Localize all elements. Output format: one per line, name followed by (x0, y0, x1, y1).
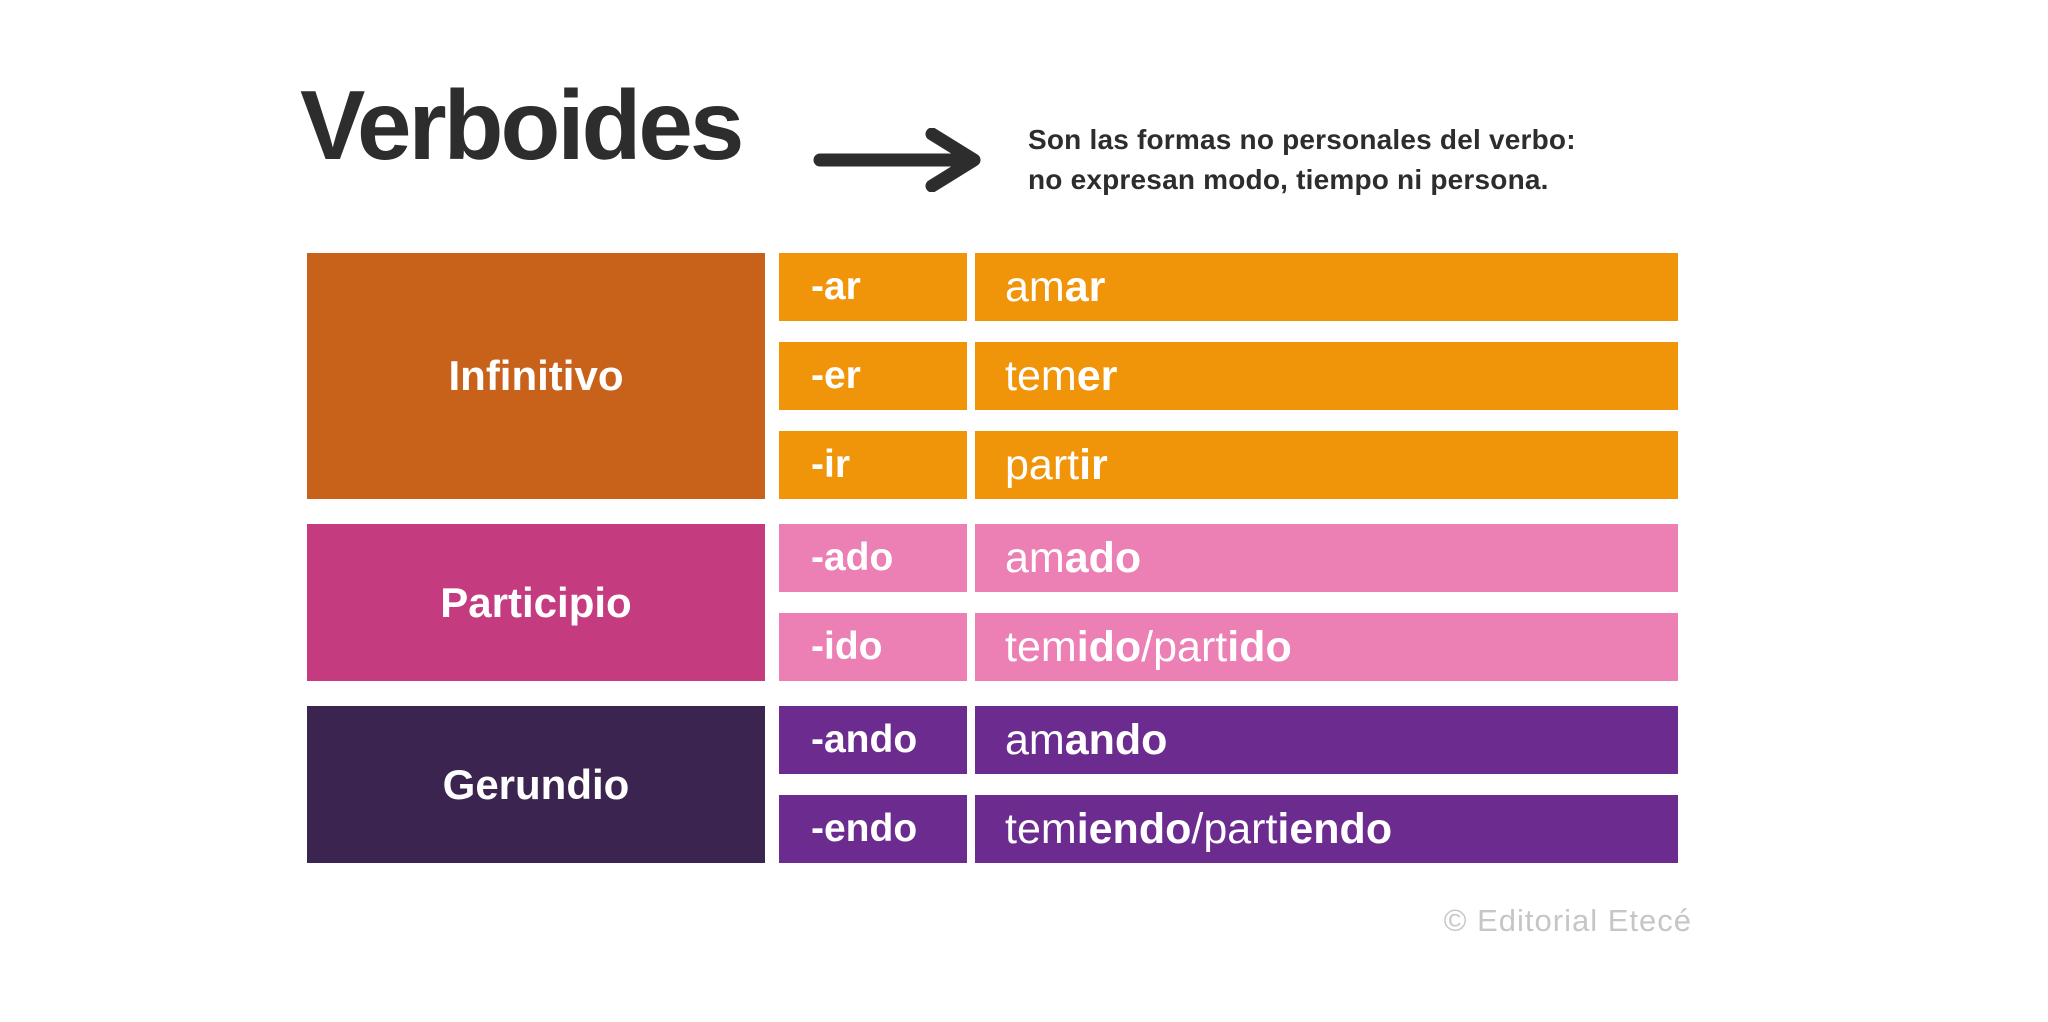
table-row: -ir part ir (779, 431, 1678, 499)
suffix-cell: -ar (779, 253, 967, 321)
example-stem: tem (1005, 622, 1077, 671)
copyright-text: © Editorial Etecé (1443, 903, 1692, 938)
section-gerundio: Gerundio -ando am ando -endo tem iendo / par… (307, 706, 1678, 863)
example-cell: part ir (975, 431, 1678, 499)
example-stem: part (1005, 440, 1080, 489)
section-label-gerundio: Gerundio (307, 706, 765, 863)
section-infinitivo: Infinitivo -ar am ar -er tem er -ir part ir (307, 253, 1678, 499)
suffix-cell: -ido (779, 613, 967, 681)
example-stem: am (1005, 262, 1065, 311)
table-row: -ando am ando (779, 706, 1678, 774)
suffix-cell: -ado (779, 524, 967, 592)
description-line-2: no expresan modo, tiempo ni persona. (1028, 164, 1549, 195)
example-suffix-2: ido (1227, 622, 1292, 671)
right-arrow-icon (812, 127, 1012, 193)
example-cell: tem er (975, 342, 1678, 410)
description-line-1: Son las formas no personales del verbo: (1028, 124, 1576, 155)
example-stem: tem (1005, 804, 1077, 853)
section-rows-infinitivo: -ar am ar -er tem er -ir part ir (779, 253, 1678, 499)
example-cell: tem ido / part ido (975, 613, 1678, 681)
example-suffix: ar (1064, 262, 1106, 311)
example-stem-2: part (1203, 804, 1278, 853)
suffix-cell: -ir (779, 431, 967, 499)
example-stem: am (1005, 715, 1065, 764)
table-row: -endo tem iendo / part iendo (779, 795, 1678, 863)
example-suffix: ido (1076, 622, 1142, 671)
example-stem: tem (1005, 351, 1077, 400)
example-cell: am ar (975, 253, 1678, 321)
example-separator: / (1141, 622, 1154, 671)
example-suffix: ando (1064, 715, 1168, 764)
example-cell: am ado (975, 524, 1678, 592)
suffix-cell: -er (779, 342, 967, 410)
suffix-cell: -endo (779, 795, 967, 863)
example-cell: tem iendo / part iendo (975, 795, 1678, 863)
suffix-cell: -ando (779, 706, 967, 774)
section-rows-participio: -ado am ado -ido tem ido / part ido (779, 524, 1678, 681)
example-suffix: ado (1064, 533, 1142, 582)
example-separator: / (1191, 804, 1204, 853)
example-suffix: iendo (1076, 804, 1192, 853)
table-row: -er tem er (779, 342, 1678, 410)
section-participio: Participio -ado am ado -ido tem ido / part id… (307, 524, 1678, 681)
section-label-participio: Participio (307, 524, 765, 681)
example-stem: am (1005, 533, 1065, 582)
example-suffix: ir (1079, 440, 1108, 489)
table-row: -ido tem ido / part ido (779, 613, 1678, 681)
page-title: Verboides (300, 70, 744, 180)
subtitle-description: Son las formas no personales del verbo: … (1028, 120, 1576, 200)
section-rows-gerundio: -ando am ando -endo tem iendo / part iendo (779, 706, 1678, 863)
example-cell: am ando (975, 706, 1678, 774)
verboides-table: Infinitivo -ar am ar -er tem er -ir part ir… (307, 253, 1678, 863)
example-suffix-2: iendo (1277, 804, 1393, 853)
example-suffix: er (1076, 351, 1118, 400)
table-row: -ar am ar (779, 253, 1678, 321)
section-label-infinitivo: Infinitivo (307, 253, 765, 499)
table-row: -ado am ado (779, 524, 1678, 592)
example-stem-2: part (1153, 622, 1228, 671)
